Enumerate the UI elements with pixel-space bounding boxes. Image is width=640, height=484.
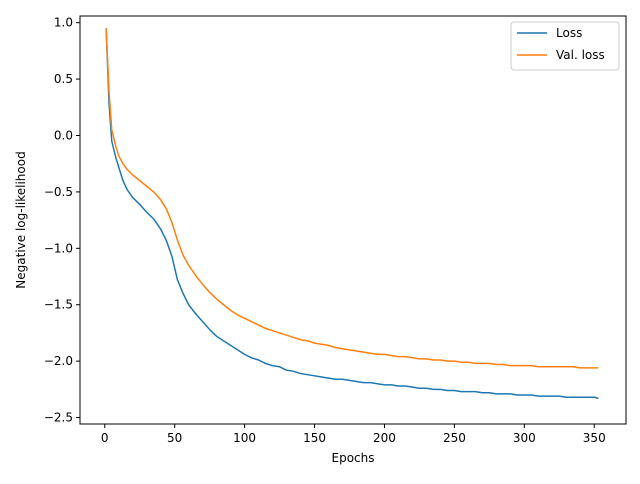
legend-box — [510, 21, 620, 71]
y-tick-label: 0.0 — [54, 128, 73, 142]
y-tick-label: −1.5 — [44, 298, 73, 312]
x-axis-label: Epochs — [332, 451, 375, 465]
x-axis: 0 50 100 150 200 250 300 350 — [101, 424, 606, 445]
x-tick-label: 300 — [513, 431, 536, 445]
x-tick-label: 150 — [303, 431, 326, 445]
series-line-loss — [105, 28, 599, 400]
y-axis-label: Negative log-likelihood — [14, 151, 28, 288]
x-tick-label: 350 — [583, 431, 606, 445]
y-axis: 1.0 0.5 0.0 −0.5 −1.0 −1.5 −2.0 −2.5 — [44, 16, 80, 425]
y-tick-label: −2.5 — [44, 411, 73, 425]
x-tick-label: 0 — [101, 431, 109, 445]
legend-label-val-loss: Val. loss — [556, 48, 605, 62]
y-tick-label: −2.0 — [44, 354, 73, 368]
series-line-val-loss — [105, 28, 599, 369]
legend-label-loss: Loss — [556, 26, 582, 40]
plot-frame — [79, 15, 627, 425]
x-tick-label: 200 — [373, 431, 396, 445]
x-tick-label: 250 — [443, 431, 466, 445]
x-tick-label: 100 — [233, 431, 256, 445]
y-tick-label: 1.0 — [54, 16, 73, 30]
x-tick-label: 50 — [167, 431, 182, 445]
legend: Loss Val. loss — [510, 21, 620, 71]
plot-background — [80, 16, 626, 424]
y-tick-label: −1.0 — [44, 241, 73, 255]
series-layer — [105, 28, 599, 400]
y-tick-label: −0.5 — [44, 185, 73, 199]
y-tick-label: 0.5 — [54, 72, 73, 86]
